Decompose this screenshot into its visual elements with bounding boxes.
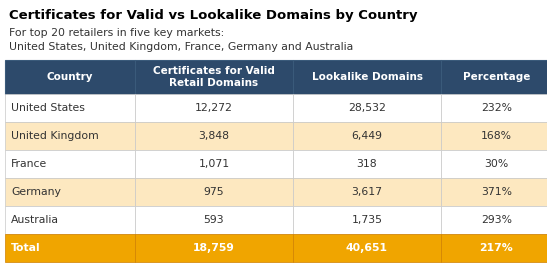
Text: United States, United Kingdom, France, Germany and Australia: United States, United Kingdom, France, G… [9, 42, 353, 52]
Text: 293%: 293% [481, 215, 512, 225]
Bar [441, 60, 547, 94]
Text: 975: 975 [203, 187, 224, 197]
Text: 3,617: 3,617 [352, 187, 382, 197]
Text: 6,449: 6,449 [352, 131, 382, 141]
Text: For top 20 retailers in five key markets:: For top 20 retailers in five key markets… [9, 28, 224, 38]
Text: 232%: 232% [481, 103, 512, 113]
Text: 30%: 30% [485, 159, 509, 169]
Bar [135, 206, 293, 234]
Bar [135, 150, 293, 178]
Bar [5, 150, 135, 178]
Text: 28,532: 28,532 [348, 103, 386, 113]
Bar [293, 60, 441, 94]
Bar [441, 122, 547, 150]
Bar [5, 94, 135, 122]
Text: 1,735: 1,735 [352, 215, 382, 225]
Text: Australia: Australia [11, 215, 59, 225]
Text: Lookalike Domains: Lookalike Domains [311, 72, 422, 82]
Bar [135, 94, 293, 122]
Text: 371%: 371% [481, 187, 512, 197]
Text: United States: United States [11, 103, 85, 113]
Bar [5, 206, 135, 234]
Text: Certificates for Valid vs Lookalike Domains by Country: Certificates for Valid vs Lookalike Doma… [9, 9, 417, 22]
Text: Germany: Germany [11, 187, 61, 197]
Text: Certificates for Valid
Retail Domains: Certificates for Valid Retail Domains [153, 66, 275, 88]
Bar [135, 178, 293, 206]
Bar [441, 206, 547, 234]
Bar [293, 206, 441, 234]
Bar [441, 150, 547, 178]
Text: 318: 318 [357, 159, 377, 169]
Bar [5, 234, 135, 262]
Text: 168%: 168% [481, 131, 512, 141]
Text: United Kingdom: United Kingdom [11, 131, 99, 141]
Bar [293, 234, 441, 262]
Text: Percentage: Percentage [463, 72, 530, 82]
Text: France: France [11, 159, 47, 169]
Bar [5, 122, 135, 150]
Bar [293, 150, 441, 178]
Text: 3,848: 3,848 [199, 131, 230, 141]
Bar [441, 178, 547, 206]
Bar [135, 234, 293, 262]
Text: 593: 593 [203, 215, 224, 225]
Bar [441, 234, 547, 262]
Text: 12,272: 12,272 [195, 103, 233, 113]
Bar [441, 94, 547, 122]
Bar [5, 178, 135, 206]
Text: Country: Country [46, 72, 93, 82]
Bar [135, 60, 293, 94]
Bar [5, 60, 135, 94]
Bar [293, 178, 441, 206]
Bar [293, 94, 441, 122]
Text: 18,759: 18,759 [193, 243, 235, 253]
Bar [135, 122, 293, 150]
Text: 40,651: 40,651 [346, 243, 388, 253]
Bar [293, 122, 441, 150]
Text: 1,071: 1,071 [199, 159, 230, 169]
Text: 217%: 217% [480, 243, 514, 253]
Text: Total: Total [11, 243, 40, 253]
